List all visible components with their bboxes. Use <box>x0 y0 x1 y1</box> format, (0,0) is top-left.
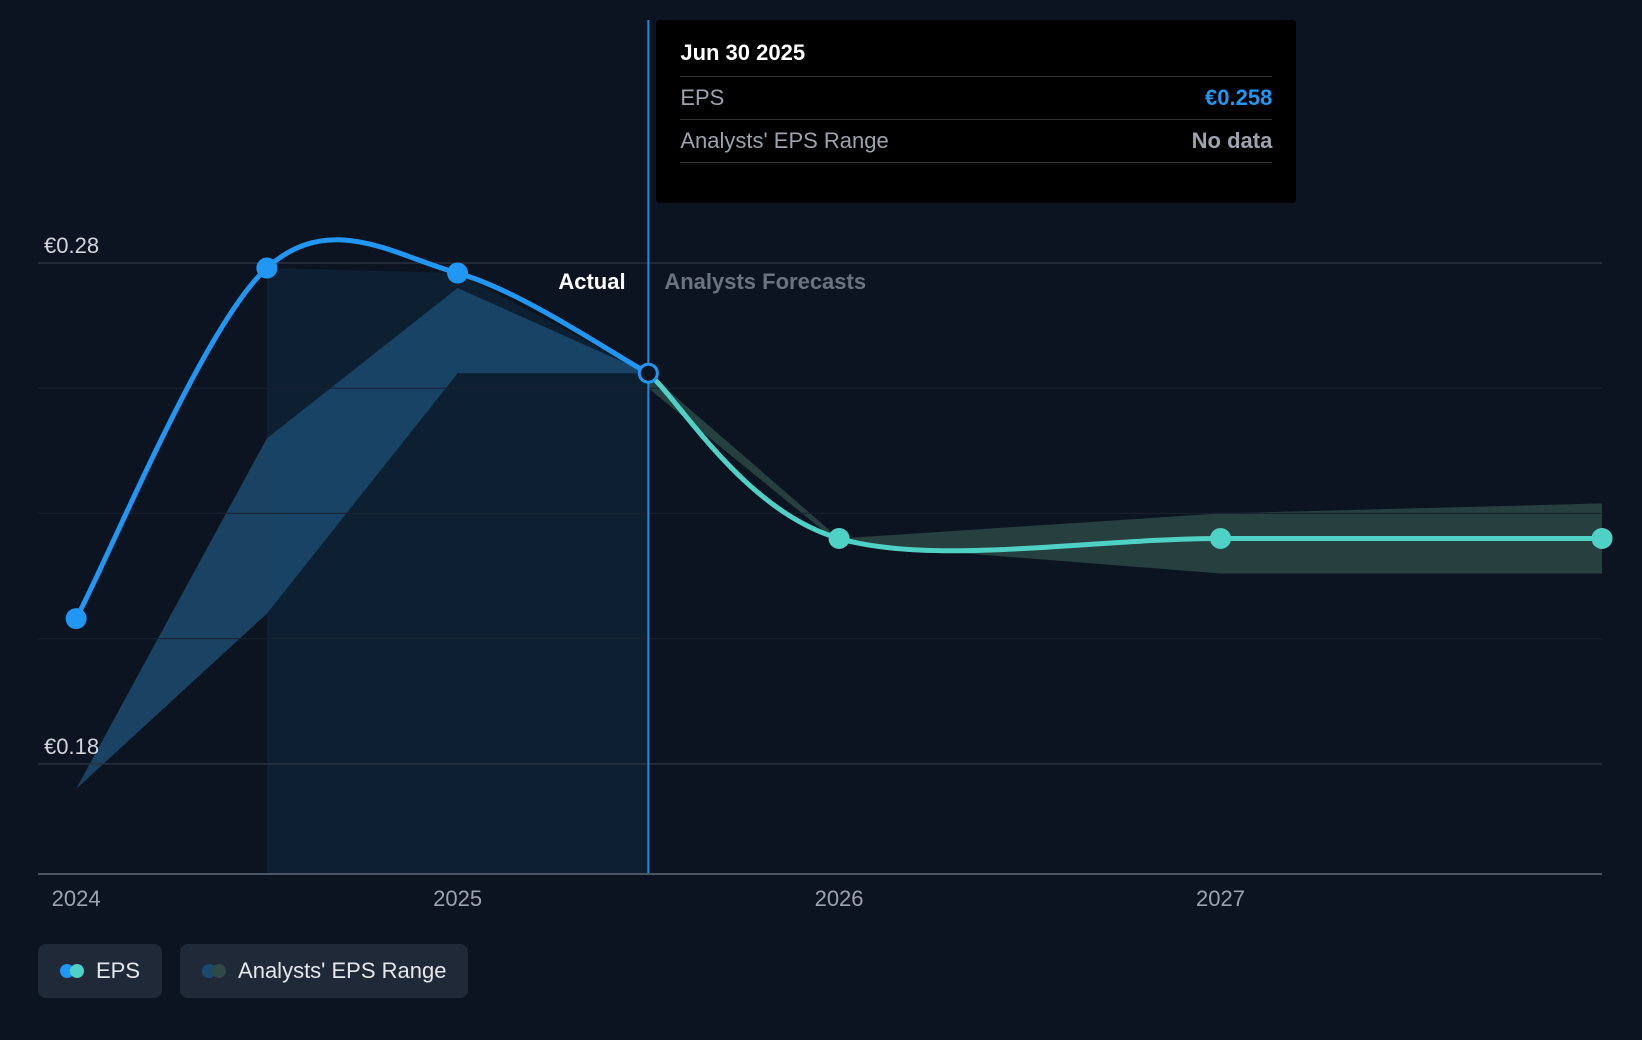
x-axis-tick-label: 2026 <box>815 886 864 912</box>
legend-item[interactable]: Analysts' EPS Range <box>180 944 468 998</box>
chart-legend: EPS Analysts' EPS Range <box>38 944 468 998</box>
tooltip-row-value: No data <box>1192 128 1273 154</box>
x-axis-tick-label: 2024 <box>52 886 101 912</box>
y-axis-tick-label: €0.28 <box>44 233 99 259</box>
tooltip-row: Analysts' EPS Range No data <box>680 120 1272 163</box>
chart-tooltip: Jun 30 2025 EPS €0.258 Analysts' EPS Range… <box>656 20 1296 203</box>
tooltip-row-label: EPS <box>680 85 724 111</box>
legend-item[interactable]: EPS <box>38 944 162 998</box>
x-axis-tick-label: 2027 <box>1196 886 1245 912</box>
tooltip-row: EPS €0.258 <box>680 77 1272 120</box>
y-axis-tick-label: €0.18 <box>44 734 99 760</box>
section-label-forecast: Analysts Forecasts <box>664 269 866 295</box>
legend-swatch <box>60 964 84 978</box>
section-label-actual: Actual <box>558 269 625 295</box>
tooltip-row-label: Analysts' EPS Range <box>680 128 888 154</box>
eps-chart: Jun 30 2025 EPS €0.258 Analysts' EPS Range… <box>0 0 1642 1040</box>
legend-swatch <box>202 964 226 978</box>
tooltip-date: Jun 30 2025 <box>680 40 1272 77</box>
legend-label: EPS <box>96 958 140 984</box>
tooltip-row-value: €0.258 <box>1205 85 1272 111</box>
x-axis-tick-label: 2025 <box>433 886 482 912</box>
legend-label: Analysts' EPS Range <box>238 958 446 984</box>
